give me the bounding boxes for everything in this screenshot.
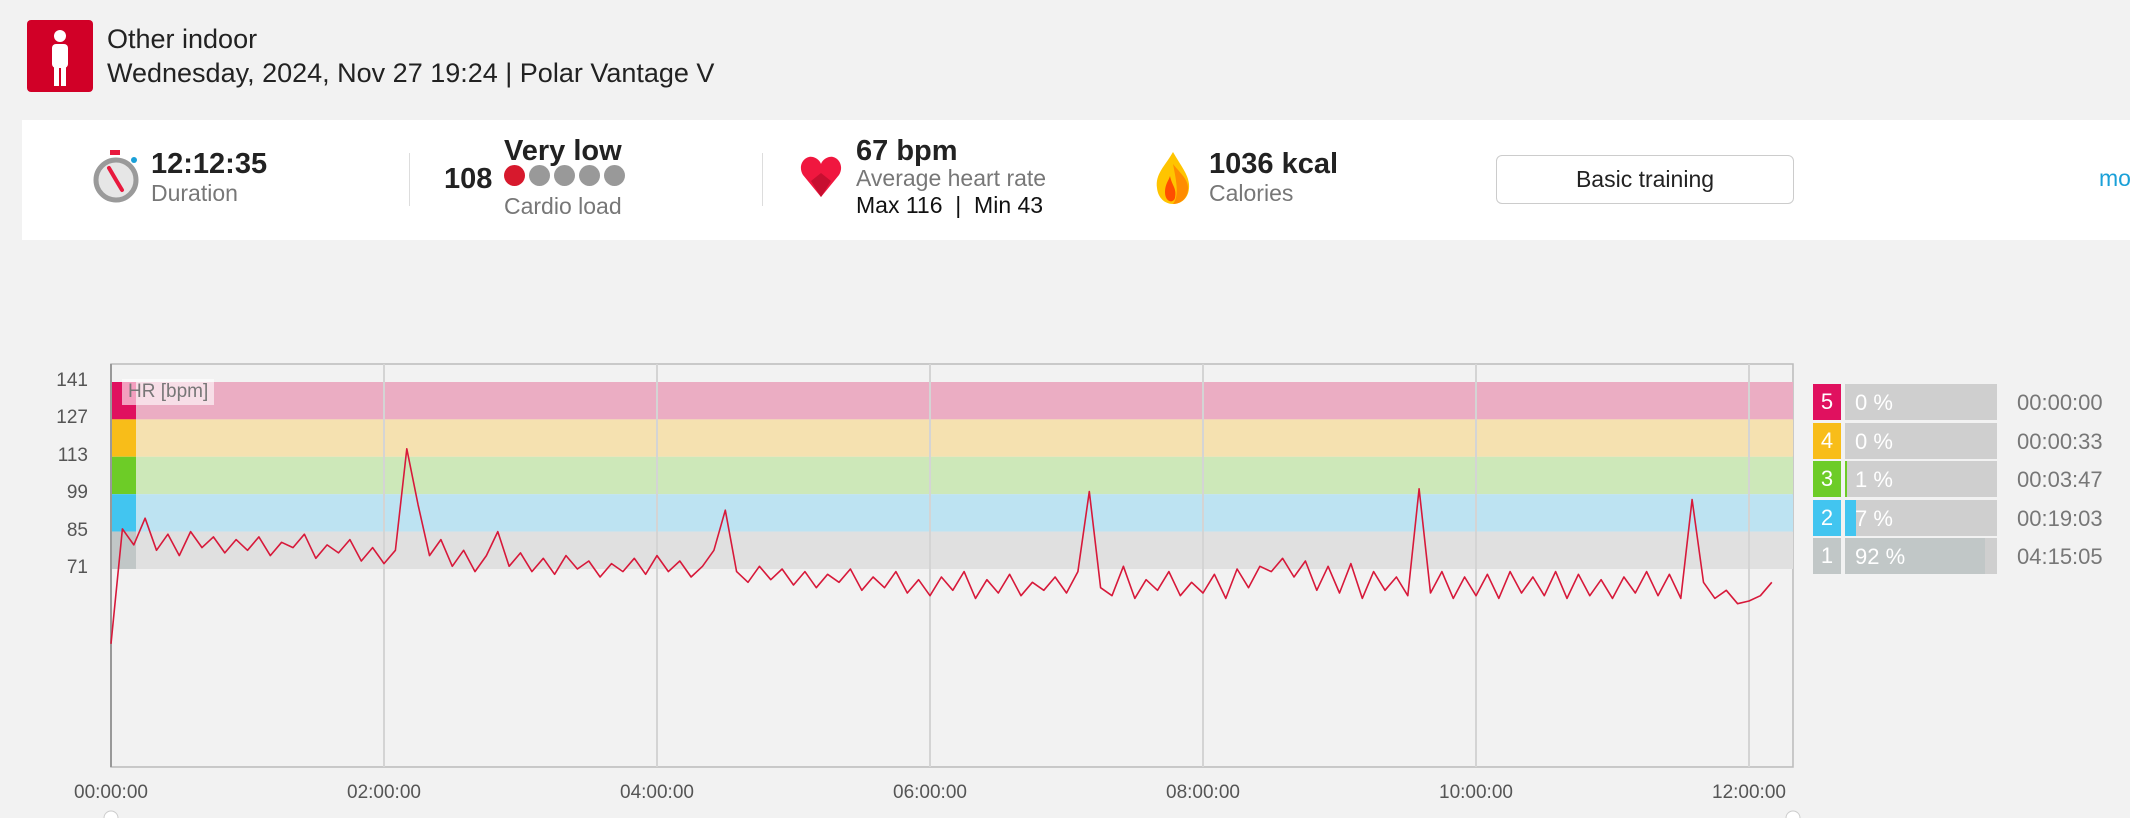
cardio-load-dots: [504, 165, 629, 186]
divider: [762, 153, 763, 206]
session-subtitle: Wednesday, 2024, Nov 27 19:24 | Polar Va…: [107, 58, 715, 88]
zone-number: 1: [1813, 538, 1841, 574]
zone-band-2: [111, 494, 1793, 532]
stopwatch-icon: [92, 150, 140, 209]
zone-row-5: 5 0 % 00:00:00: [1813, 384, 2103, 420]
zone-time: 00:00:33: [2017, 428, 2103, 454]
series-label: HR [bpm]: [122, 379, 215, 405]
zone-marker-1: [111, 531, 136, 569]
zone-band-3: [111, 456, 1793, 495]
zone-marker-4: [111, 419, 136, 457]
calories-label: Calories: [1209, 180, 1294, 206]
hr-line: [110, 447, 1773, 644]
zone-percent: 0 %: [1855, 390, 1893, 415]
x-tick-label: 04:00:00: [620, 782, 694, 803]
y-tick-label: 71: [66, 556, 88, 578]
zone-number: 5: [1813, 384, 1841, 420]
zone-band-1: [111, 531, 1793, 569]
zone-bar: 0 %: [1845, 384, 1997, 420]
cardio-load-label: Cardio load: [504, 193, 622, 219]
training-benefit-button[interactable]: Basic training: [1496, 155, 1794, 204]
duration-label: Duration: [151, 180, 238, 206]
range-handle-right: [1785, 810, 1801, 818]
zone-bar: 92 %: [1845, 538, 1997, 574]
zone-row-4: 4 0 % 00:00:33: [1813, 422, 2103, 459]
x-tick-label: 06:00:00: [893, 782, 967, 803]
zone-time: 00:00:00: [2017, 390, 2103, 415]
zone-time: 00:19:03: [2017, 505, 2103, 531]
range-handle-left: [103, 810, 119, 818]
avg-hr-label: Average heart rate: [856, 165, 1047, 191]
zone-bar: 0 %: [1845, 422, 1997, 459]
zone-percent: 7 %: [1855, 505, 1893, 531]
y-tick-label: 141: [56, 370, 88, 391]
flame-icon: [1155, 152, 1191, 209]
sport-title: Other indoor: [107, 24, 258, 54]
cardio-dot: [529, 165, 550, 186]
zone-percent: 1 %: [1855, 467, 1893, 492]
cardio-dot: [604, 165, 625, 186]
zone-number: 4: [1813, 422, 1841, 459]
x-tick-label: 00:00:00: [74, 782, 148, 803]
zone-percent: 0 %: [1855, 428, 1893, 454]
zone-time: 04:15:05: [2017, 544, 2103, 569]
zone-time: 00:03:47: [2017, 467, 2103, 492]
zone-marker-2: [111, 494, 136, 532]
zone-percent: 92 %: [1855, 544, 1906, 569]
zone-bar: 7 %: [1845, 499, 1997, 536]
sport-icon: [27, 20, 93, 92]
zone-marker-3: [111, 456, 136, 495]
zone-number: 3: [1813, 461, 1841, 497]
x-tick-label: 12:00:00: [1712, 782, 1786, 803]
y-tick-label: 85: [66, 519, 88, 541]
zone-row-3: 3 1 % 00:03:47: [1813, 461, 2103, 497]
hr-max-min: Max 116 | Min 43: [856, 192, 1044, 218]
x-tick-label: 08:00:00: [1166, 782, 1240, 803]
heart-icon: [799, 155, 843, 204]
more-link[interactable]: mo: [2099, 165, 2130, 191]
zone-bar-fill: [1845, 499, 1856, 536]
y-tick-label: 127: [56, 407, 88, 429]
cardio-load-value: 108: [444, 163, 493, 195]
cardio-dot: [554, 165, 575, 186]
y-tick-label: 99: [66, 482, 88, 504]
divider: [409, 153, 410, 206]
calories-value: 1036 kcal: [1209, 148, 1339, 180]
zone-bar: 1 %: [1845, 461, 1997, 497]
zone-band-4: [111, 419, 1793, 457]
zone-row-2: 2 7 % 00:19:03: [1813, 499, 2103, 536]
y-tick-label: 113: [57, 444, 88, 466]
avg-hr-value: 67 bpm: [856, 135, 958, 167]
cardio-dot: [579, 165, 600, 186]
cardio-load-level: Very low: [504, 135, 622, 167]
zone-bar-fill: [1845, 461, 1847, 497]
zone-row-1: 1 92 % 04:15:05: [1813, 538, 2103, 574]
duration-value: 12:12:35: [151, 148, 268, 180]
zone-band-5: [111, 382, 1793, 420]
x-tick-label: 02:00:00: [347, 782, 421, 803]
x-tick-label: 10:00:00: [1439, 782, 1513, 803]
zone-number: 2: [1813, 499, 1841, 536]
zone-bar-fill: [1845, 538, 1985, 574]
cardio-dot-filled: [504, 165, 525, 186]
